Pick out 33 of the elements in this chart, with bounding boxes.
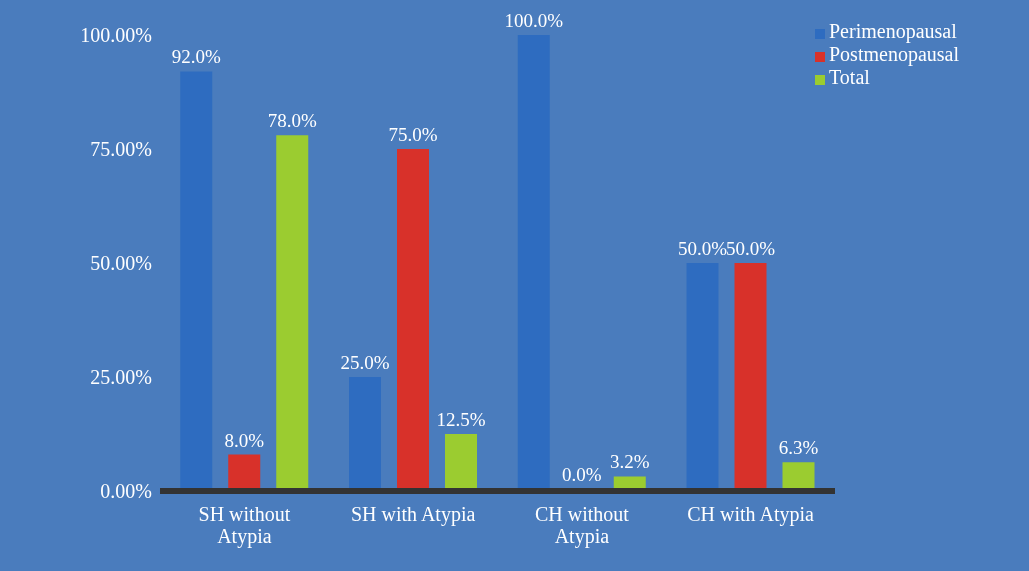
bar xyxy=(517,35,550,491)
x-tick-label: SH with Atypia xyxy=(350,503,476,526)
bar xyxy=(734,263,767,491)
x-tick-label: CH without Atypia xyxy=(534,503,630,548)
bar xyxy=(228,454,261,491)
x-tick-label: CH with Atypia xyxy=(687,503,815,526)
data-label: 100.0% xyxy=(504,10,564,31)
y-tick-label: 0.00% xyxy=(100,480,152,503)
data-label: 12.5% xyxy=(436,409,486,430)
data-label: 50.0% xyxy=(677,238,728,259)
y-tick-label: 75.00% xyxy=(90,138,152,161)
bar xyxy=(180,71,213,491)
bar xyxy=(397,149,429,491)
data-label: 8.0% xyxy=(224,429,265,451)
bar xyxy=(276,135,309,491)
bar xyxy=(349,377,381,491)
data-label: 78.0% xyxy=(267,110,317,132)
legend-label: Total xyxy=(829,66,870,88)
bar xyxy=(686,263,719,491)
data-label: 92.0% xyxy=(171,46,221,68)
data-label: 0.0% xyxy=(561,464,602,485)
y-tick-label: 25.00% xyxy=(90,366,152,389)
x-tick-label: SH without Atypia xyxy=(198,503,291,548)
data-label: 75.0% xyxy=(388,124,438,145)
bar xyxy=(782,462,815,491)
legend-label: Perimenopausal xyxy=(829,20,957,42)
data-label: 3.2% xyxy=(609,451,650,473)
y-tick-label: 100.00% xyxy=(80,24,152,47)
data-label: 25.0% xyxy=(340,352,390,373)
legend-label: Postmenopausal xyxy=(829,43,959,65)
y-tick-label: 50.00% xyxy=(90,252,152,275)
bar xyxy=(445,434,477,491)
data-label: 6.3% xyxy=(778,437,819,459)
